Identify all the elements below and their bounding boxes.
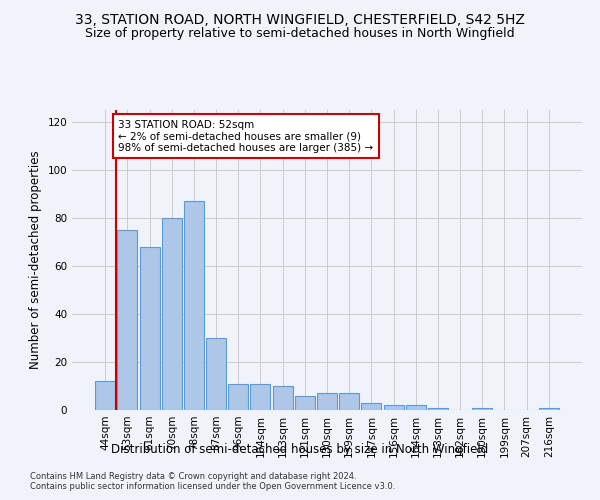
- Bar: [162, 218, 182, 410]
- Bar: [361, 403, 382, 410]
- Bar: [406, 405, 426, 410]
- Bar: [539, 408, 559, 410]
- Text: Distribution of semi-detached houses by size in North Wingfield: Distribution of semi-detached houses by …: [112, 444, 488, 456]
- Y-axis label: Number of semi-detached properties: Number of semi-detached properties: [29, 150, 42, 370]
- Bar: [317, 393, 337, 410]
- Bar: [295, 396, 315, 410]
- Bar: [383, 405, 404, 410]
- Bar: [228, 384, 248, 410]
- Bar: [272, 386, 293, 410]
- Text: Contains public sector information licensed under the Open Government Licence v3: Contains public sector information licen…: [30, 482, 395, 491]
- Text: 33, STATION ROAD, NORTH WINGFIELD, CHESTERFIELD, S42 5HZ: 33, STATION ROAD, NORTH WINGFIELD, CHEST…: [75, 12, 525, 26]
- Bar: [339, 393, 359, 410]
- Bar: [472, 408, 492, 410]
- Bar: [140, 247, 160, 410]
- Bar: [95, 381, 115, 410]
- Text: Size of property relative to semi-detached houses in North Wingfield: Size of property relative to semi-detach…: [85, 28, 515, 40]
- Bar: [428, 408, 448, 410]
- Text: Contains HM Land Registry data © Crown copyright and database right 2024.: Contains HM Land Registry data © Crown c…: [30, 472, 356, 481]
- Bar: [250, 384, 271, 410]
- Bar: [118, 230, 137, 410]
- Text: 33 STATION ROAD: 52sqm
← 2% of semi-detached houses are smaller (9)
98% of semi-: 33 STATION ROAD: 52sqm ← 2% of semi-deta…: [118, 120, 374, 153]
- Bar: [206, 338, 226, 410]
- Bar: [184, 201, 204, 410]
